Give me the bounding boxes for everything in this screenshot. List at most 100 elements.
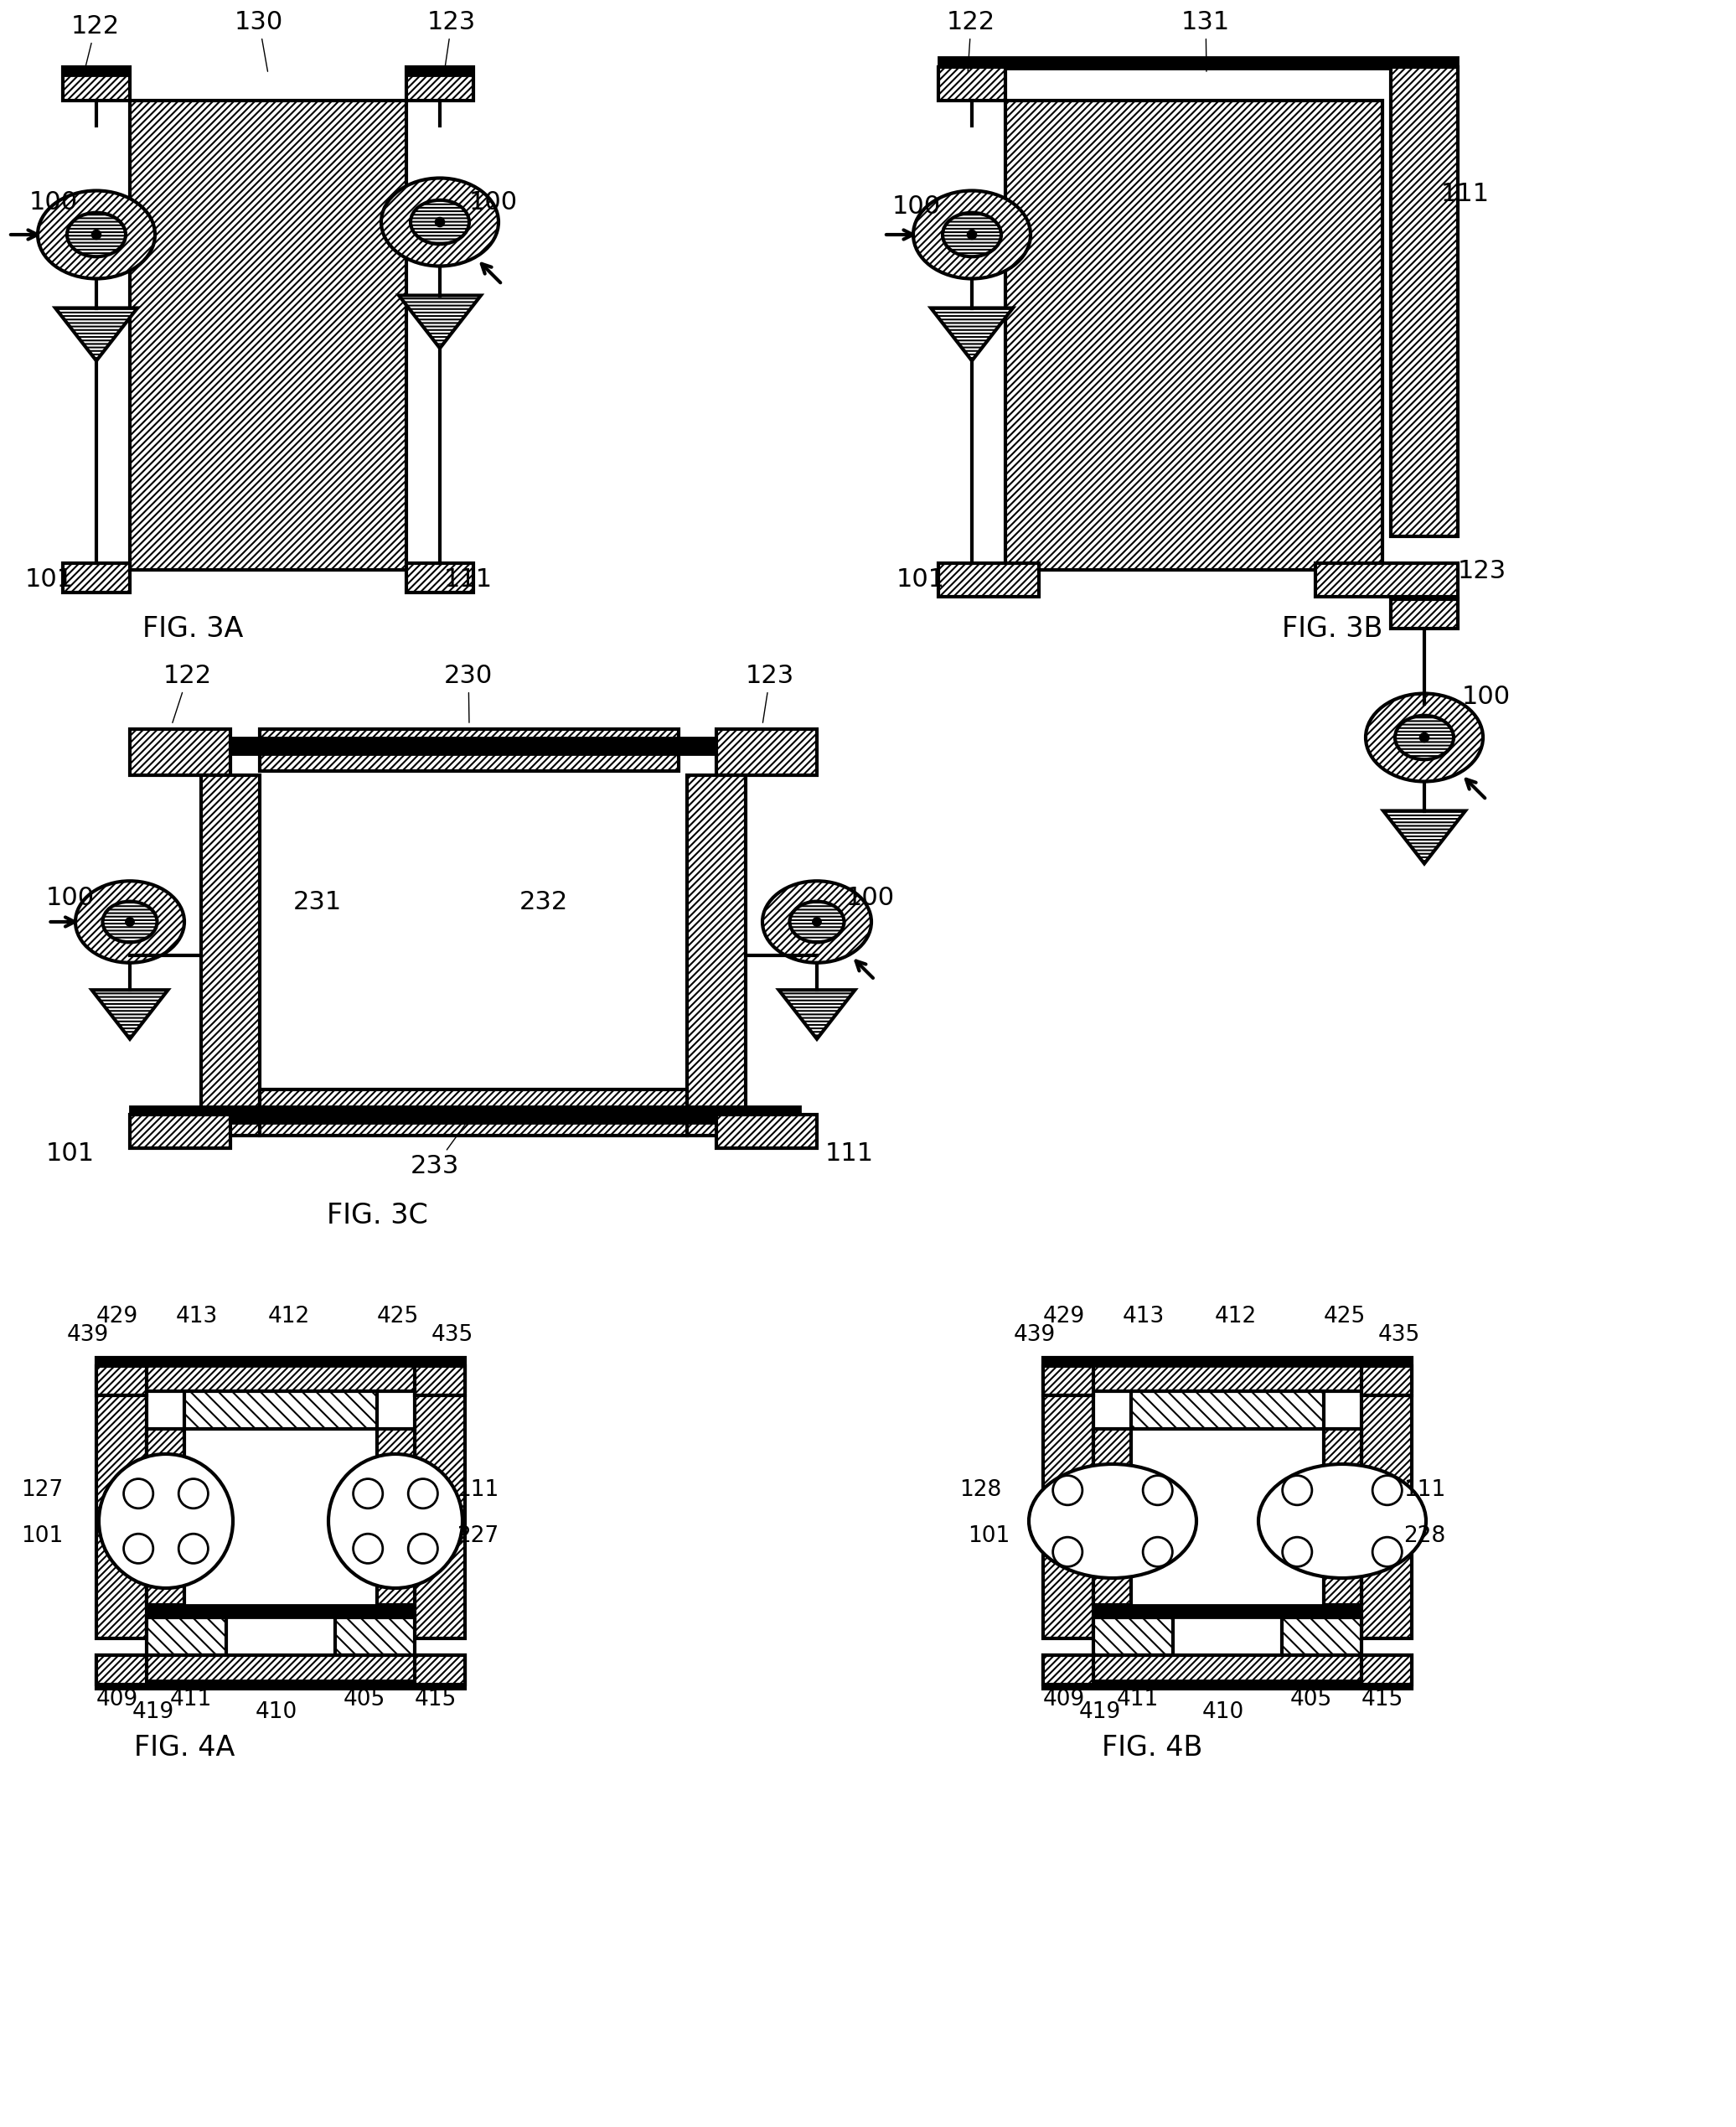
Ellipse shape [790,902,844,942]
Text: 405: 405 [344,1689,385,1710]
Text: 123: 123 [746,664,795,723]
Text: 435: 435 [1378,1325,1420,1346]
Ellipse shape [762,881,871,964]
Bar [1043,1655,1094,1685]
Circle shape [1283,1476,1312,1506]
Bar [62,68,130,74]
Bar [1391,68,1458,536]
Text: 435: 435 [432,1325,474,1346]
Bar [62,68,130,100]
Circle shape [967,230,977,240]
Text: 111: 111 [1441,183,1489,206]
Ellipse shape [382,179,498,266]
Bar [97,1655,465,1689]
Bar [97,1655,146,1685]
Polygon shape [92,989,168,1038]
Bar [146,1606,415,1617]
Bar [406,68,474,100]
Bar [97,1357,465,1366]
Text: 411: 411 [170,1689,212,1710]
Circle shape [92,230,101,240]
Circle shape [1142,1538,1172,1568]
Text: 130: 130 [234,11,283,72]
Ellipse shape [410,200,469,245]
Polygon shape [930,308,1012,362]
Ellipse shape [1366,693,1483,781]
Text: 100: 100 [47,885,95,910]
Text: 439: 439 [68,1325,109,1346]
Text: 439: 439 [1014,1325,1055,1346]
Ellipse shape [1029,1463,1196,1578]
Text: 412: 412 [1215,1306,1257,1327]
Text: 101: 101 [896,568,944,591]
Bar [130,730,231,774]
Text: FIG. 3C: FIG. 3C [326,1202,427,1229]
Text: 127: 127 [21,1478,62,1502]
Bar [717,730,818,774]
Bar [130,738,800,755]
Polygon shape [1384,810,1465,864]
Text: 233: 233 [410,1121,467,1178]
Bar [1043,1357,1411,1366]
Text: 429: 429 [1043,1306,1085,1327]
Text: 411: 411 [1116,1689,1160,1710]
Text: 415: 415 [415,1689,457,1710]
Circle shape [812,917,821,925]
Bar [146,1429,184,1606]
Text: 111: 111 [1403,1478,1446,1502]
Text: 413: 413 [1123,1306,1165,1327]
Bar [415,1655,465,1685]
Circle shape [352,1478,382,1508]
Text: 111: 111 [457,1478,498,1502]
Bar [97,1366,146,1395]
Bar [260,1089,687,1136]
Bar [1132,1391,1325,1429]
Bar [1043,1655,1411,1689]
Bar [1361,1395,1411,1638]
Bar [687,774,746,1136]
Bar [97,1680,465,1689]
Bar [1043,1395,1094,1638]
Text: 413: 413 [175,1306,219,1327]
Bar [97,1357,465,1391]
Bar [130,1115,231,1149]
Text: 101: 101 [47,1142,95,1166]
Text: 405: 405 [1290,1689,1332,1710]
Circle shape [408,1478,437,1508]
Circle shape [436,217,444,228]
Text: 232: 232 [519,889,568,915]
Bar [1281,1617,1361,1655]
Circle shape [179,1478,208,1508]
Text: 123: 123 [1458,559,1507,583]
Text: 227: 227 [457,1525,498,1546]
Bar [415,1395,465,1638]
Bar [335,1617,415,1655]
Circle shape [123,1478,153,1508]
Text: 100: 100 [845,885,896,910]
Bar [1316,564,1458,598]
Text: 228: 228 [1403,1525,1446,1546]
Text: 410: 410 [255,1702,297,1723]
Circle shape [328,1455,462,1589]
Circle shape [125,917,134,925]
Bar [1094,1606,1361,1617]
Ellipse shape [102,902,156,942]
Text: 429: 429 [97,1306,139,1327]
Bar [1043,1680,1411,1689]
Text: 128: 128 [960,1478,1002,1502]
Text: 425: 425 [377,1306,418,1327]
Bar [1391,600,1458,630]
Bar [130,100,406,570]
Text: 415: 415 [1361,1689,1404,1710]
Bar [377,1429,415,1606]
Polygon shape [779,989,856,1038]
Text: 111: 111 [825,1142,873,1166]
Text: 111: 111 [444,568,493,591]
Text: 425: 425 [1325,1306,1366,1327]
Text: 419: 419 [132,1702,175,1723]
Text: 230: 230 [444,664,493,723]
Text: 412: 412 [267,1306,311,1327]
Text: 409: 409 [97,1689,139,1710]
Text: 131: 131 [1182,11,1231,72]
Ellipse shape [1396,715,1453,759]
